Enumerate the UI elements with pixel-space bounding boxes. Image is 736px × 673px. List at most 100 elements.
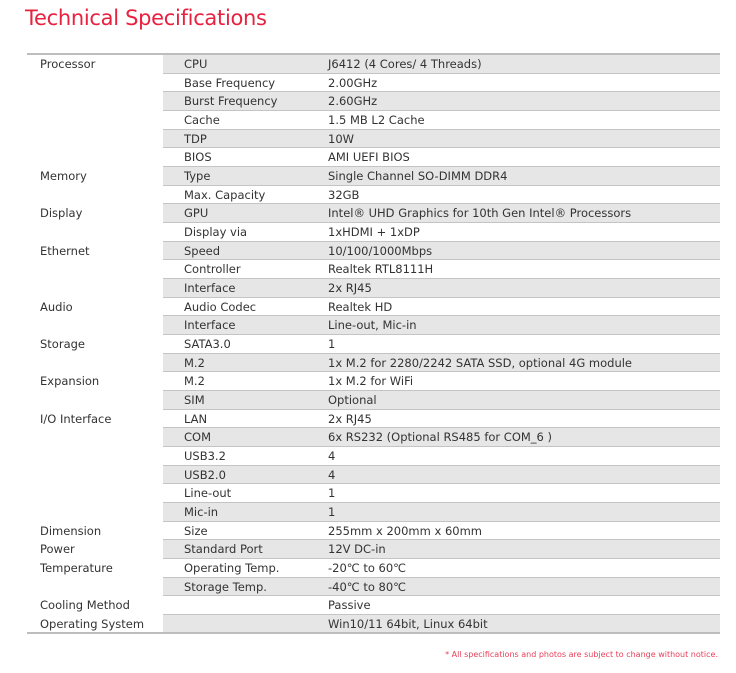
spec-label: Standard Port xyxy=(184,542,263,557)
table-row: Controller Realtek RTL8111H xyxy=(27,260,720,280)
table-row: Interface Line-out, Mic-in xyxy=(27,316,720,336)
category-label: Power xyxy=(40,542,75,557)
spec-value: 1x M.2 for WiFi xyxy=(328,374,414,389)
row-background xyxy=(163,353,720,373)
spec-table: Processor CPU J6412 (4 Cores/ 4 Threads)… xyxy=(27,53,720,634)
row-background xyxy=(163,465,720,485)
spec-value: 255mm x 200mm x 60mm xyxy=(328,523,482,538)
spec-label: Line-out xyxy=(184,486,232,501)
spec-label: USB2.0 xyxy=(184,467,226,482)
category-label: Display xyxy=(40,206,83,221)
spec-value: 1.5 MB L2 Cache xyxy=(328,113,425,128)
row-background xyxy=(163,74,720,93)
spec-label: M.2 xyxy=(184,374,205,389)
spec-value: 2x RJ45 xyxy=(328,281,372,296)
category-label: Processor xyxy=(40,57,96,71)
category-label: Dimension xyxy=(40,523,102,538)
row-background xyxy=(163,484,720,504)
category-label: Audio xyxy=(40,299,73,314)
spec-value: Optional xyxy=(328,393,377,408)
row-background xyxy=(163,223,720,242)
category-label: Ethernet xyxy=(40,243,90,258)
table-row: I/O Interface LAN 2x RJ45 xyxy=(27,410,720,429)
row-background xyxy=(163,428,720,448)
spec-value: Intel® UHD Graphics for 10th Gen Intel® … xyxy=(328,206,632,221)
table-row: TDP 10W xyxy=(27,129,720,149)
table-row: Memory Type Single Channel SO-DIMM DDR4 xyxy=(27,167,720,186)
spec-label: CPU xyxy=(184,57,208,71)
table-row: Display GPU Intel® UHD Graphics for 10th… xyxy=(27,204,720,224)
table-row: Mic-in 1 xyxy=(27,503,720,522)
spec-value: 1xHDMI + 1xDP xyxy=(328,225,420,240)
table-row: Storage Temp. -40℃ to 80℃ xyxy=(27,577,720,597)
spec-value: 2.00GHz xyxy=(328,75,378,90)
spec-value: 2x RJ45 xyxy=(328,411,372,426)
row-background xyxy=(163,298,720,317)
spec-label: SIM xyxy=(184,393,205,408)
table-row: Display via 1xHDMI + 1xDP xyxy=(27,223,720,242)
spec-value: 10/100/1000Mbps xyxy=(328,243,433,258)
spec-label: Display via xyxy=(184,225,248,240)
row-background xyxy=(163,335,720,354)
spec-label: Storage Temp. xyxy=(184,579,267,594)
table-row: M.2 1x M.2 for 2280/2242 SATA SSD, optio… xyxy=(27,353,720,373)
row-background xyxy=(163,522,720,541)
spec-value: 4 xyxy=(328,449,336,464)
row-background xyxy=(163,559,720,578)
table-row: Max. Capacity 32GB xyxy=(27,186,720,205)
spec-label: Burst Frequency xyxy=(184,94,278,109)
spec-label: Operating Temp. xyxy=(184,561,280,576)
category-label: I/O Interface xyxy=(40,411,112,426)
spec-value: AMI UEFI BIOS xyxy=(328,150,410,165)
row-background xyxy=(163,279,720,298)
row-background xyxy=(163,316,720,336)
category-label: Cooling Method xyxy=(40,598,130,613)
category-label: Temperature xyxy=(40,561,113,576)
table-row: USB3.2 4 xyxy=(27,447,720,466)
spec-value: 6x RS232 (Optional RS485 for COM_6 ) xyxy=(328,430,553,445)
table-row: Cache 1.5 MB L2 Cache xyxy=(27,111,720,130)
table-row: Burst Frequency 2.60GHz xyxy=(27,92,720,112)
spec-label: Interface xyxy=(184,281,236,296)
table-row: Interface 2x RJ45 xyxy=(27,279,720,298)
spec-label: M.2 xyxy=(184,355,205,370)
table-row: Dimension Size 255mm x 200mm x 60mm xyxy=(27,522,720,541)
table-row: Line-out 1 xyxy=(27,484,720,504)
spec-label: Max. Capacity xyxy=(184,187,266,202)
spec-label: TDP xyxy=(184,131,207,146)
row-background xyxy=(163,186,720,205)
spec-label: Interface xyxy=(184,318,236,333)
row-background xyxy=(163,167,720,186)
spec-value: 12V DC-in xyxy=(328,542,386,557)
spec-value: 10W xyxy=(328,131,355,146)
spec-label: Base Frequency xyxy=(184,75,276,90)
spec-value: Realtek HD xyxy=(328,299,393,314)
table-row: Processor CPU J6412 (4 Cores/ 4 Threads) xyxy=(27,55,720,74)
category-label: Operating System xyxy=(40,617,145,632)
row-background xyxy=(163,410,720,429)
table-row: Cooling Method Passive xyxy=(27,596,720,616)
spec-label: Audio Codec xyxy=(184,299,257,314)
table-row: Base Frequency 2.00GHz xyxy=(27,74,720,93)
spec-label: USB3.2 xyxy=(184,449,226,464)
table-row: SIM Optional xyxy=(27,391,720,410)
spec-label: BIOS xyxy=(184,150,212,165)
spec-label: LAN xyxy=(184,411,208,426)
table-row: Power Standard Port 12V DC-in xyxy=(27,540,720,560)
spec-value: -20℃ to 60℃ xyxy=(328,561,407,576)
row-background xyxy=(163,577,720,597)
spec-value: 4 xyxy=(328,467,336,482)
row-background xyxy=(163,503,720,522)
row-background xyxy=(163,92,720,112)
spec-value: 2.60GHz xyxy=(328,94,378,109)
spec-value: Win10/11 64bit, Linux 64bit xyxy=(328,617,488,632)
spec-value: -40℃ to 80℃ xyxy=(328,579,407,594)
spec-value: Passive xyxy=(328,598,371,613)
table-row: Audio Audio Codec Realtek HD xyxy=(27,298,720,317)
row-background xyxy=(163,129,720,149)
row-background xyxy=(163,204,720,224)
spec-value: 1x M.2 for 2280/2242 SATA SSD, optional … xyxy=(328,355,633,370)
row-background xyxy=(163,447,720,466)
spec-label: Cache xyxy=(184,113,220,128)
table-row: USB2.0 4 xyxy=(27,465,720,485)
